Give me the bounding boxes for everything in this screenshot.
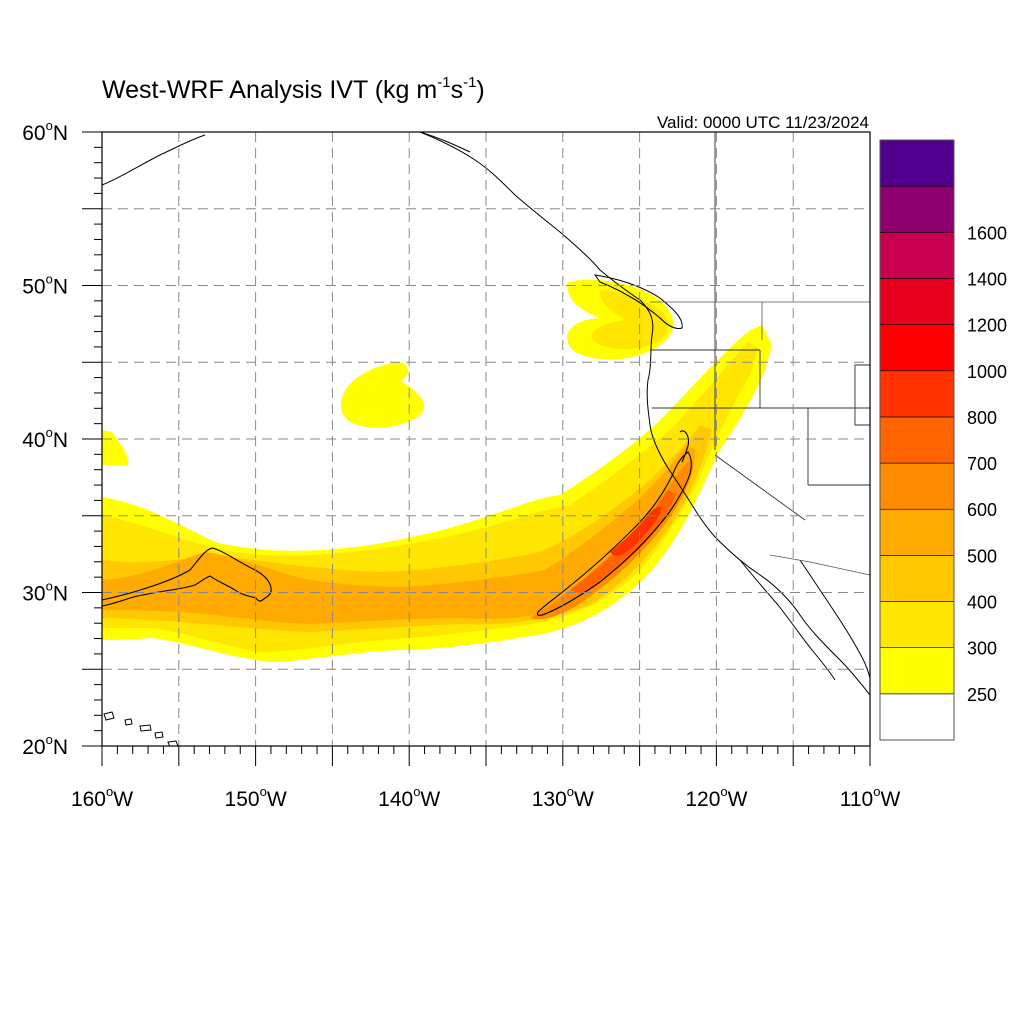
colorbar-swatch: [879, 508, 955, 556]
colorbar-label: 500: [967, 546, 997, 566]
latitude-labels: 60oN 50oN 40oN 30oN 20oN: [22, 118, 68, 759]
lat-label: 60oN: [22, 118, 68, 145]
axis-ticks: [82, 131, 871, 766]
colorbar-label: 400: [967, 593, 997, 613]
lat-label: 20oN: [22, 732, 68, 759]
coastlines: [102, 132, 870, 746]
lon-label: 150oW: [225, 784, 287, 811]
vancouver-island: [593, 274, 683, 329]
colorbar-swatch: [879, 693, 955, 741]
colorbar-label: 1600: [967, 223, 1007, 243]
west-coast-outline: [419, 132, 870, 696]
colorbar-swatch: [879, 139, 955, 187]
colorbar-label: 600: [967, 500, 997, 520]
colorbar-swatch: [879, 278, 955, 325]
contour-line-coast: [679, 430, 689, 463]
colorbar-label: 1400: [967, 269, 1007, 289]
lat-label: 50oN: [22, 272, 68, 299]
colorbar-swatch: [879, 370, 955, 418]
longitude-labels: 160oW 150oW 140oW 130oW 120oW 110oW: [71, 784, 901, 811]
colorbar-label: 250: [967, 685, 997, 705]
ivt-band-300-north: [591, 290, 668, 350]
colorbar-label: 700: [967, 454, 997, 474]
colorbar-label: 300: [967, 639, 997, 659]
colorbar-swatch: [879, 324, 955, 372]
map-plot-area: [102, 132, 870, 746]
ivt-band-800-main: [610, 506, 662, 556]
alaska-coast: [102, 132, 471, 186]
lon-label: 120oW: [685, 784, 747, 811]
lon-label: 140oW: [378, 784, 440, 811]
us-state-borders: [650, 132, 870, 521]
colorbar-swatch: [879, 416, 955, 464]
lon-label: 130oW: [532, 784, 594, 811]
colorbar-swatch: [879, 647, 955, 695]
mexico-border: [769, 554, 870, 576]
lat-label: 30oN: [22, 579, 68, 606]
colorbar-swatch: [879, 555, 955, 602]
valid-time-label: Valid: 0000 UTC 11/23/2024: [657, 113, 869, 132]
canada-us-border: [650, 301, 870, 340]
hawaii-islands: [103, 711, 179, 746]
colorbar-label: 1000: [967, 362, 1007, 382]
colorbar-swatch: [879, 601, 955, 648]
baja-peninsula: [739, 559, 836, 681]
lon-label: 160oW: [71, 784, 133, 811]
colorbar-label: 1200: [967, 316, 1007, 336]
contour-line-east: [536, 451, 692, 616]
colorbar-swatch: [879, 462, 955, 510]
ivt-band-500-main: [102, 445, 696, 624]
colorbar-swatch: [879, 185, 955, 233]
colorbar-swatch: [879, 232, 955, 279]
colorbar-frame: [879, 139, 955, 741]
graticule: [102, 132, 870, 746]
colorbar-label: 800: [967, 408, 997, 428]
gulf-of-california: [799, 559, 870, 679]
ivt-colorbar: 250 300 400 500 600 700 800 1000 1200 1400 1600: [879, 139, 1007, 741]
ivt-band-600-main: [530, 460, 694, 620]
ivt-band-250-blob: [340, 362, 425, 428]
lat-label: 40oN: [22, 425, 68, 452]
plot-title: West-WRF Analysis IVT (kg m-1s-1): [102, 74, 485, 104]
lon-label: 110oW: [840, 784, 901, 811]
